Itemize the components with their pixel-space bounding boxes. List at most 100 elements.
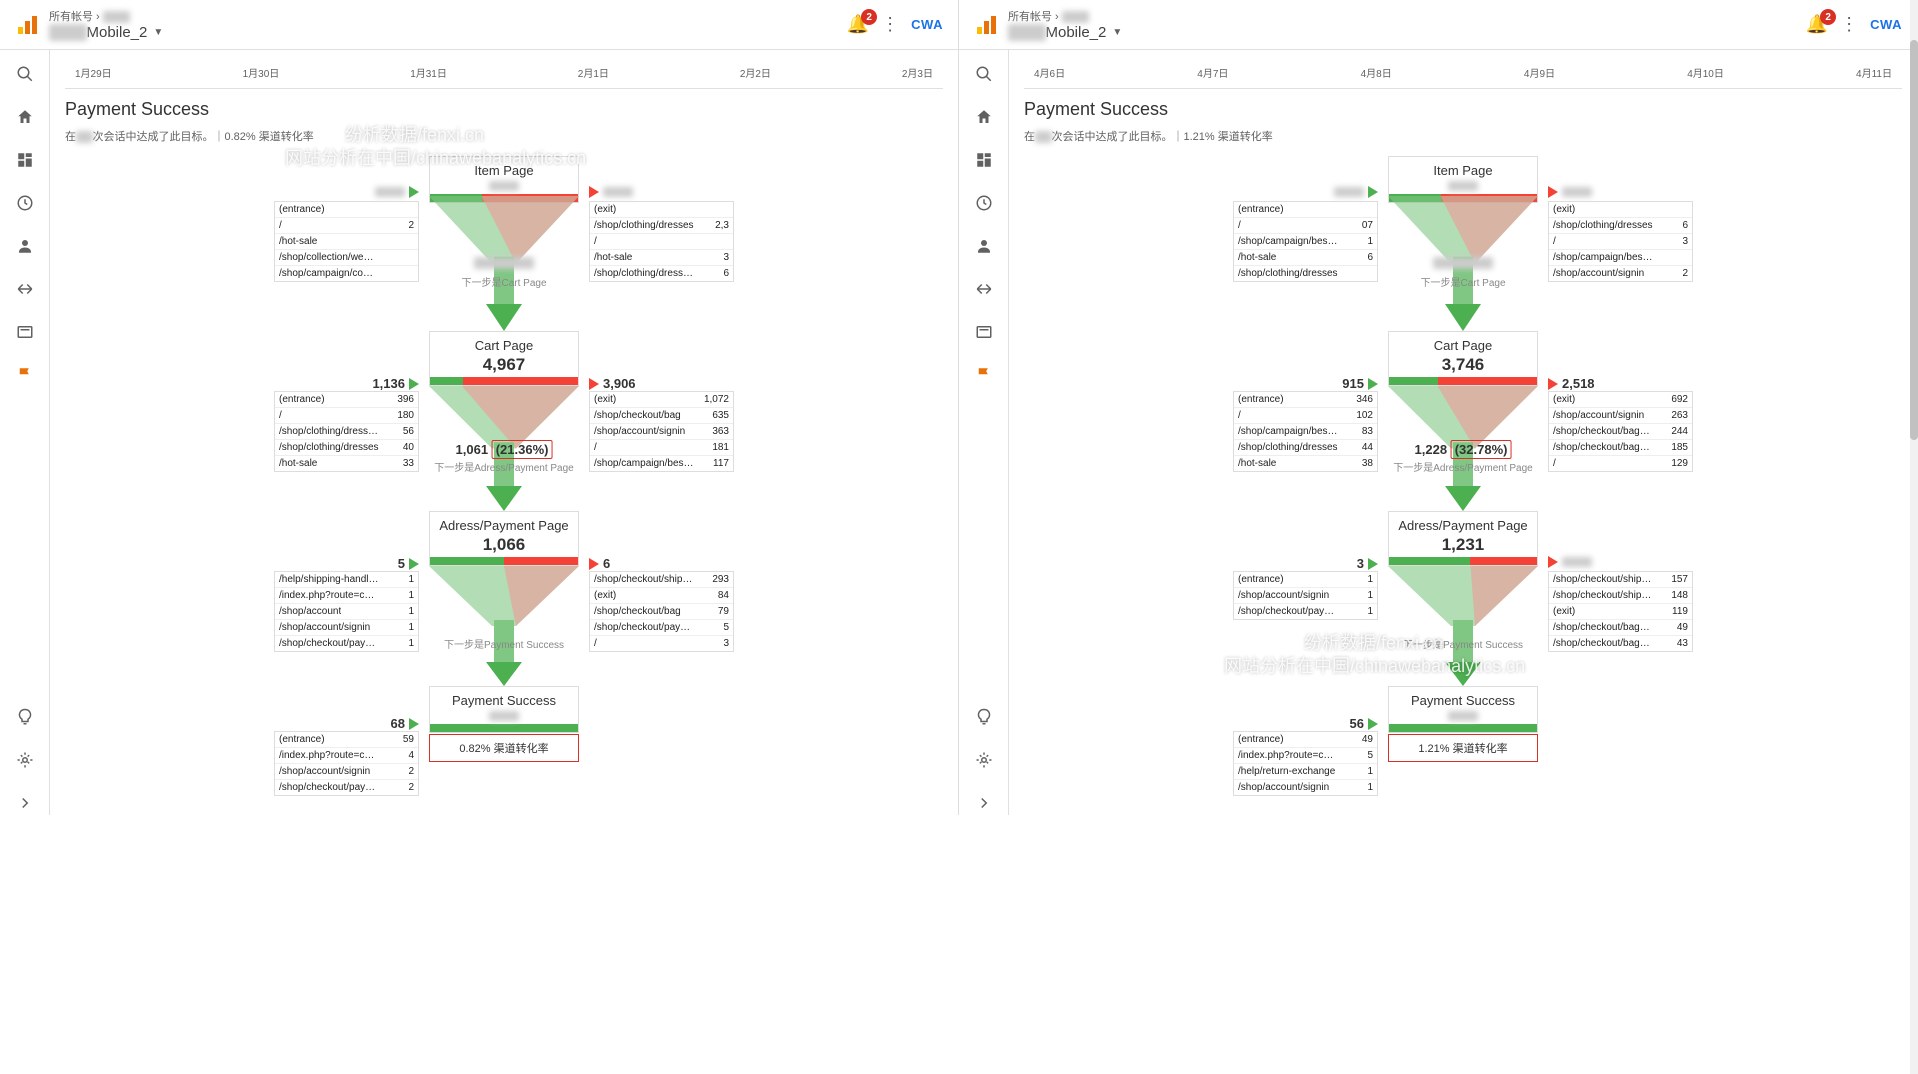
funnel-right-table: /shop/checkout/shipping293(exit)84/shop/…: [589, 571, 734, 652]
bulb-icon[interactable]: [16, 708, 34, 729]
acquisition-icon[interactable]: [16, 280, 34, 301]
next-step-label-0: 下一步是Cart Page: [1420, 274, 1505, 289]
next-step-label-1: 下一步是Adress/Payment Page: [434, 459, 574, 474]
home-icon[interactable]: [16, 108, 34, 129]
funnel-visualization: 纷析数据/fenxi.cn 网站分析在中国/chinawebanalytics.…: [1024, 156, 1902, 796]
home-icon[interactable]: [975, 108, 993, 129]
behavior-icon[interactable]: [16, 323, 34, 344]
final-conversion-rate: 0.82% 渠道转化率: [429, 734, 579, 762]
acquisition-icon[interactable]: [975, 280, 993, 301]
content-area: 1月29日1月30日1月31日2月1日2月2日2月3日 Payment Succ…: [50, 50, 958, 815]
funnel-entry-3: 68: [391, 716, 419, 731]
subtitle: 在xxx次会话中达成了此目标。｜0.82% 渠道转化率: [65, 128, 943, 144]
left-panel: 所有帐号 › xxxxx xxxxxMobile_2▼ 🔔2 ⋮ CWA 1月2…: [0, 0, 959, 815]
funnel-step-2[interactable]: Adress/Payment Page 1,066: [429, 511, 579, 566]
funnel-step-2[interactable]: Adress/Payment Page 1,231: [1388, 511, 1538, 566]
notification-badge: 2: [1820, 9, 1836, 25]
funnel-left-table: (entrance)1/shop/account/signin1/shop/ch…: [1233, 571, 1378, 620]
header: 所有帐号 › xxxxx xxxxxMobile_2▼ 🔔2 ⋮ CWA: [0, 0, 958, 50]
funnel-exit-1: 3,906: [589, 376, 636, 391]
funnel-right-table: (exit)/shop/clothing/dresses2,3//hot-sal…: [589, 201, 734, 282]
funnel-right-table: (exit)/shop/clothing/dresses6/3/shop/cam…: [1548, 201, 1693, 282]
notification-icon[interactable]: 🔔2: [1806, 14, 1828, 35]
funnel-step-3[interactable]: Payment Success: [1388, 686, 1538, 733]
ga-logo[interactable]: [974, 13, 998, 37]
funnel-step-1[interactable]: Cart Page 3,746: [1388, 331, 1538, 386]
chevron-down-icon: ▼: [1112, 27, 1122, 38]
funnel-visualization: 纷析数据/fenxi.cn 网站分析在中国/chinawebanalytics.…: [65, 156, 943, 796]
person-icon[interactable]: [975, 237, 993, 258]
funnel-right-table: /shop/checkout/shipping…157/shop/checkou…: [1548, 571, 1693, 652]
content-area: 4月6日4月7日4月8日4月9日4月10日4月11日 Payment Succe…: [1009, 50, 1917, 815]
chevron-down-icon: ▼: [153, 27, 163, 38]
conversion-label-1: 1,228 (32.78%): [1415, 442, 1512, 457]
funnel-entry-3: 56: [1350, 716, 1378, 731]
date-axis: 1月29日1月30日1月31日2月1日2月2日2月3日: [65, 60, 943, 89]
sidebar: [959, 50, 1009, 815]
funnel-right-table: (exit)1,072/shop/checkout/bag635/shop/ac…: [589, 391, 734, 472]
funnel-exit-0: [1548, 186, 1592, 198]
funnel-arrow-2: [1388, 566, 1538, 689]
dashboard-icon[interactable]: [16, 151, 34, 172]
next-step-label-1: 下一步是Adress/Payment Page: [1393, 459, 1533, 474]
flag-icon[interactable]: [16, 366, 34, 387]
funnel-left-table: (entrance)/2/hot-sale/shop/collection/we…: [274, 201, 419, 282]
funnel-entry-0: [375, 186, 419, 198]
notification-badge: 2: [861, 9, 877, 25]
gear-icon[interactable]: [16, 751, 34, 772]
funnel-entry-0: [1334, 186, 1378, 198]
person-icon[interactable]: [16, 237, 34, 258]
funnel-left-table: (entrance)59/index.php?route=checkou…4/s…: [274, 731, 419, 796]
sidebar: [0, 50, 50, 815]
next-step-label-2: 下一步是Payment Success: [444, 636, 564, 651]
funnel-step-1[interactable]: Cart Page 4,967: [429, 331, 579, 386]
funnel-exit-2: [1548, 556, 1592, 568]
account-selector[interactable]: 所有帐号 › xxxxx xxxxxMobile_2▼: [49, 8, 847, 41]
funnel-right-table: (exit)692/shop/account/signin263/shop/ch…: [1548, 391, 1693, 472]
funnel-entry-2: 3: [1357, 556, 1378, 571]
subtitle: 在xxx次会话中达成了此目标。｜1.21% 渠道转化率: [1024, 128, 1902, 144]
header: 所有帐号 › xxxxx xxxxxMobile_2▼ 🔔2 ⋮ CWA: [959, 0, 1917, 50]
final-conversion-rate: 1.21% 渠道转化率: [1388, 734, 1538, 762]
flag-icon[interactable]: [975, 366, 993, 387]
funnel-entry-1: 915: [1342, 376, 1378, 391]
funnel-left-table: (entrance)346/102/shop/campaign/best-sel…: [1233, 391, 1378, 472]
conversion-label-0: [474, 257, 534, 272]
ga-logo[interactable]: [15, 13, 39, 37]
search-icon[interactable]: [16, 65, 34, 86]
notification-icon[interactable]: 🔔2: [847, 14, 869, 35]
cwa-logo: CWA: [1870, 17, 1902, 32]
next-step-label-0: 下一步是Cart Page: [461, 274, 546, 289]
funnel-left-table: (entrance)/07/shop/campaign/best…1/hot-s…: [1233, 201, 1378, 282]
dashboard-icon[interactable]: [975, 151, 993, 172]
date-axis: 4月6日4月7日4月8日4月9日4月10日4月11日: [1024, 60, 1902, 89]
funnel-step-3[interactable]: Payment Success: [429, 686, 579, 733]
account-selector[interactable]: 所有帐号 › xxxxx xxxxxMobile_2▼: [1008, 8, 1806, 41]
page-title: Payment Success: [65, 99, 943, 120]
cwa-logo: CWA: [911, 17, 943, 32]
chevron-icon[interactable]: [16, 794, 34, 815]
funnel-left-table: (entrance)396/180/shop/clothing/dresses/…: [274, 391, 419, 472]
conversion-label-1: 1,061 (21.36%): [456, 442, 553, 457]
chevron-icon[interactable]: [975, 794, 993, 815]
funnel-arrow-2: [429, 566, 579, 689]
funnel-exit-0: [589, 186, 633, 198]
bulb-icon[interactable]: [975, 708, 993, 729]
menu-icon[interactable]: ⋮: [881, 14, 899, 35]
funnel-exit-1: 2,518: [1548, 376, 1595, 391]
right-panel: 所有帐号 › xxxxx xxxxxMobile_2▼ 🔔2 ⋮ CWA 4月6…: [959, 0, 1918, 815]
next-step-label-2: 下一步是Payment Success: [1403, 636, 1523, 651]
funnel-entry-1: 1,136: [372, 376, 419, 391]
behavior-icon[interactable]: [975, 323, 993, 344]
page-title: Payment Success: [1024, 99, 1902, 120]
gear-icon[interactable]: [975, 751, 993, 772]
funnel-left-table: /help/shipping-handling1/index.php?route…: [274, 571, 419, 652]
search-icon[interactable]: [975, 65, 993, 86]
menu-icon[interactable]: ⋮: [1840, 14, 1858, 35]
funnel-entry-2: 5: [398, 556, 419, 571]
funnel-exit-2: 6: [589, 556, 610, 571]
clock-icon[interactable]: [975, 194, 993, 215]
conversion-label-0: [1433, 257, 1493, 272]
funnel-left-table: (entrance)49/index.php?route=checkou…5/h…: [1233, 731, 1378, 796]
clock-icon[interactable]: [16, 194, 34, 215]
